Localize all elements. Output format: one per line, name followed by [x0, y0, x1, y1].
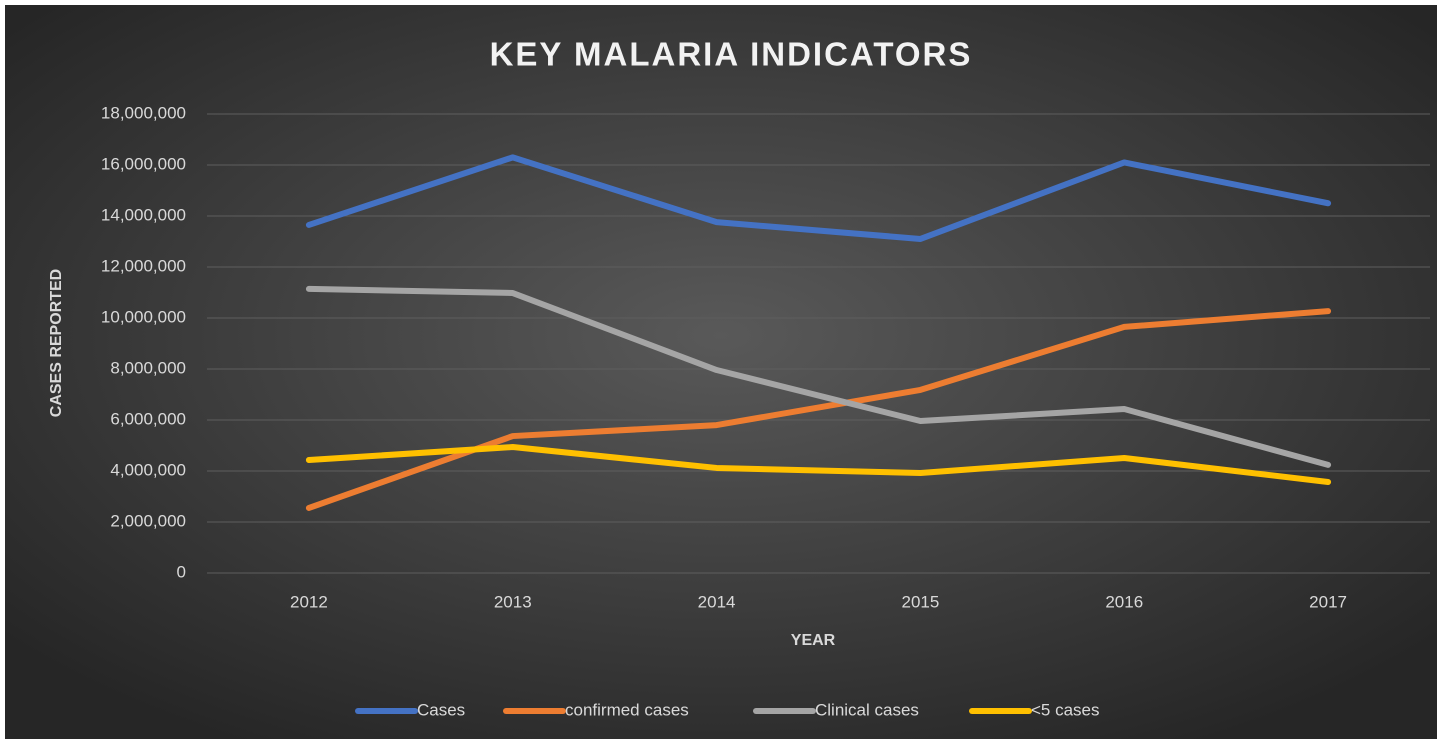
y-tick-label: 4,000,000	[110, 460, 186, 479]
y-axis-title: CASES REPORTED	[48, 269, 65, 417]
y-tick-label: 10,000,000	[101, 307, 186, 326]
x-tick-label: 2014	[698, 592, 736, 611]
legend-label: <5 cases	[1031, 700, 1100, 719]
y-tick-label: 8,000,000	[110, 358, 186, 377]
y-tick-label: 2,000,000	[110, 511, 186, 530]
chart-title: KEY MALARIA INDICATORS	[490, 36, 973, 73]
y-tick-label: 6,000,000	[110, 409, 186, 428]
series-line	[305, 285, 1332, 468]
series-line	[305, 154, 1332, 242]
y-tick-label: 16,000,000	[101, 154, 186, 173]
legend-label: Clinical cases	[815, 700, 919, 719]
x-tick-label: 2015	[902, 592, 940, 611]
legend-label: Cases	[417, 700, 465, 719]
x-axis-title: YEAR	[791, 632, 836, 649]
y-tick-label: 12,000,000	[101, 256, 186, 275]
x-tick-label: 2017	[1309, 592, 1347, 611]
x-tick-label: 2013	[494, 592, 532, 611]
y-tick-label: 18,000,000	[101, 103, 186, 122]
legend-label: confirmed cases	[565, 700, 689, 719]
y-tick-label: 14,000,000	[101, 205, 186, 224]
y-tick-label: 0	[177, 562, 186, 581]
x-tick-label: 2012	[290, 592, 328, 611]
series-line	[305, 444, 1332, 485]
x-tick-label: 2016	[1105, 592, 1143, 611]
